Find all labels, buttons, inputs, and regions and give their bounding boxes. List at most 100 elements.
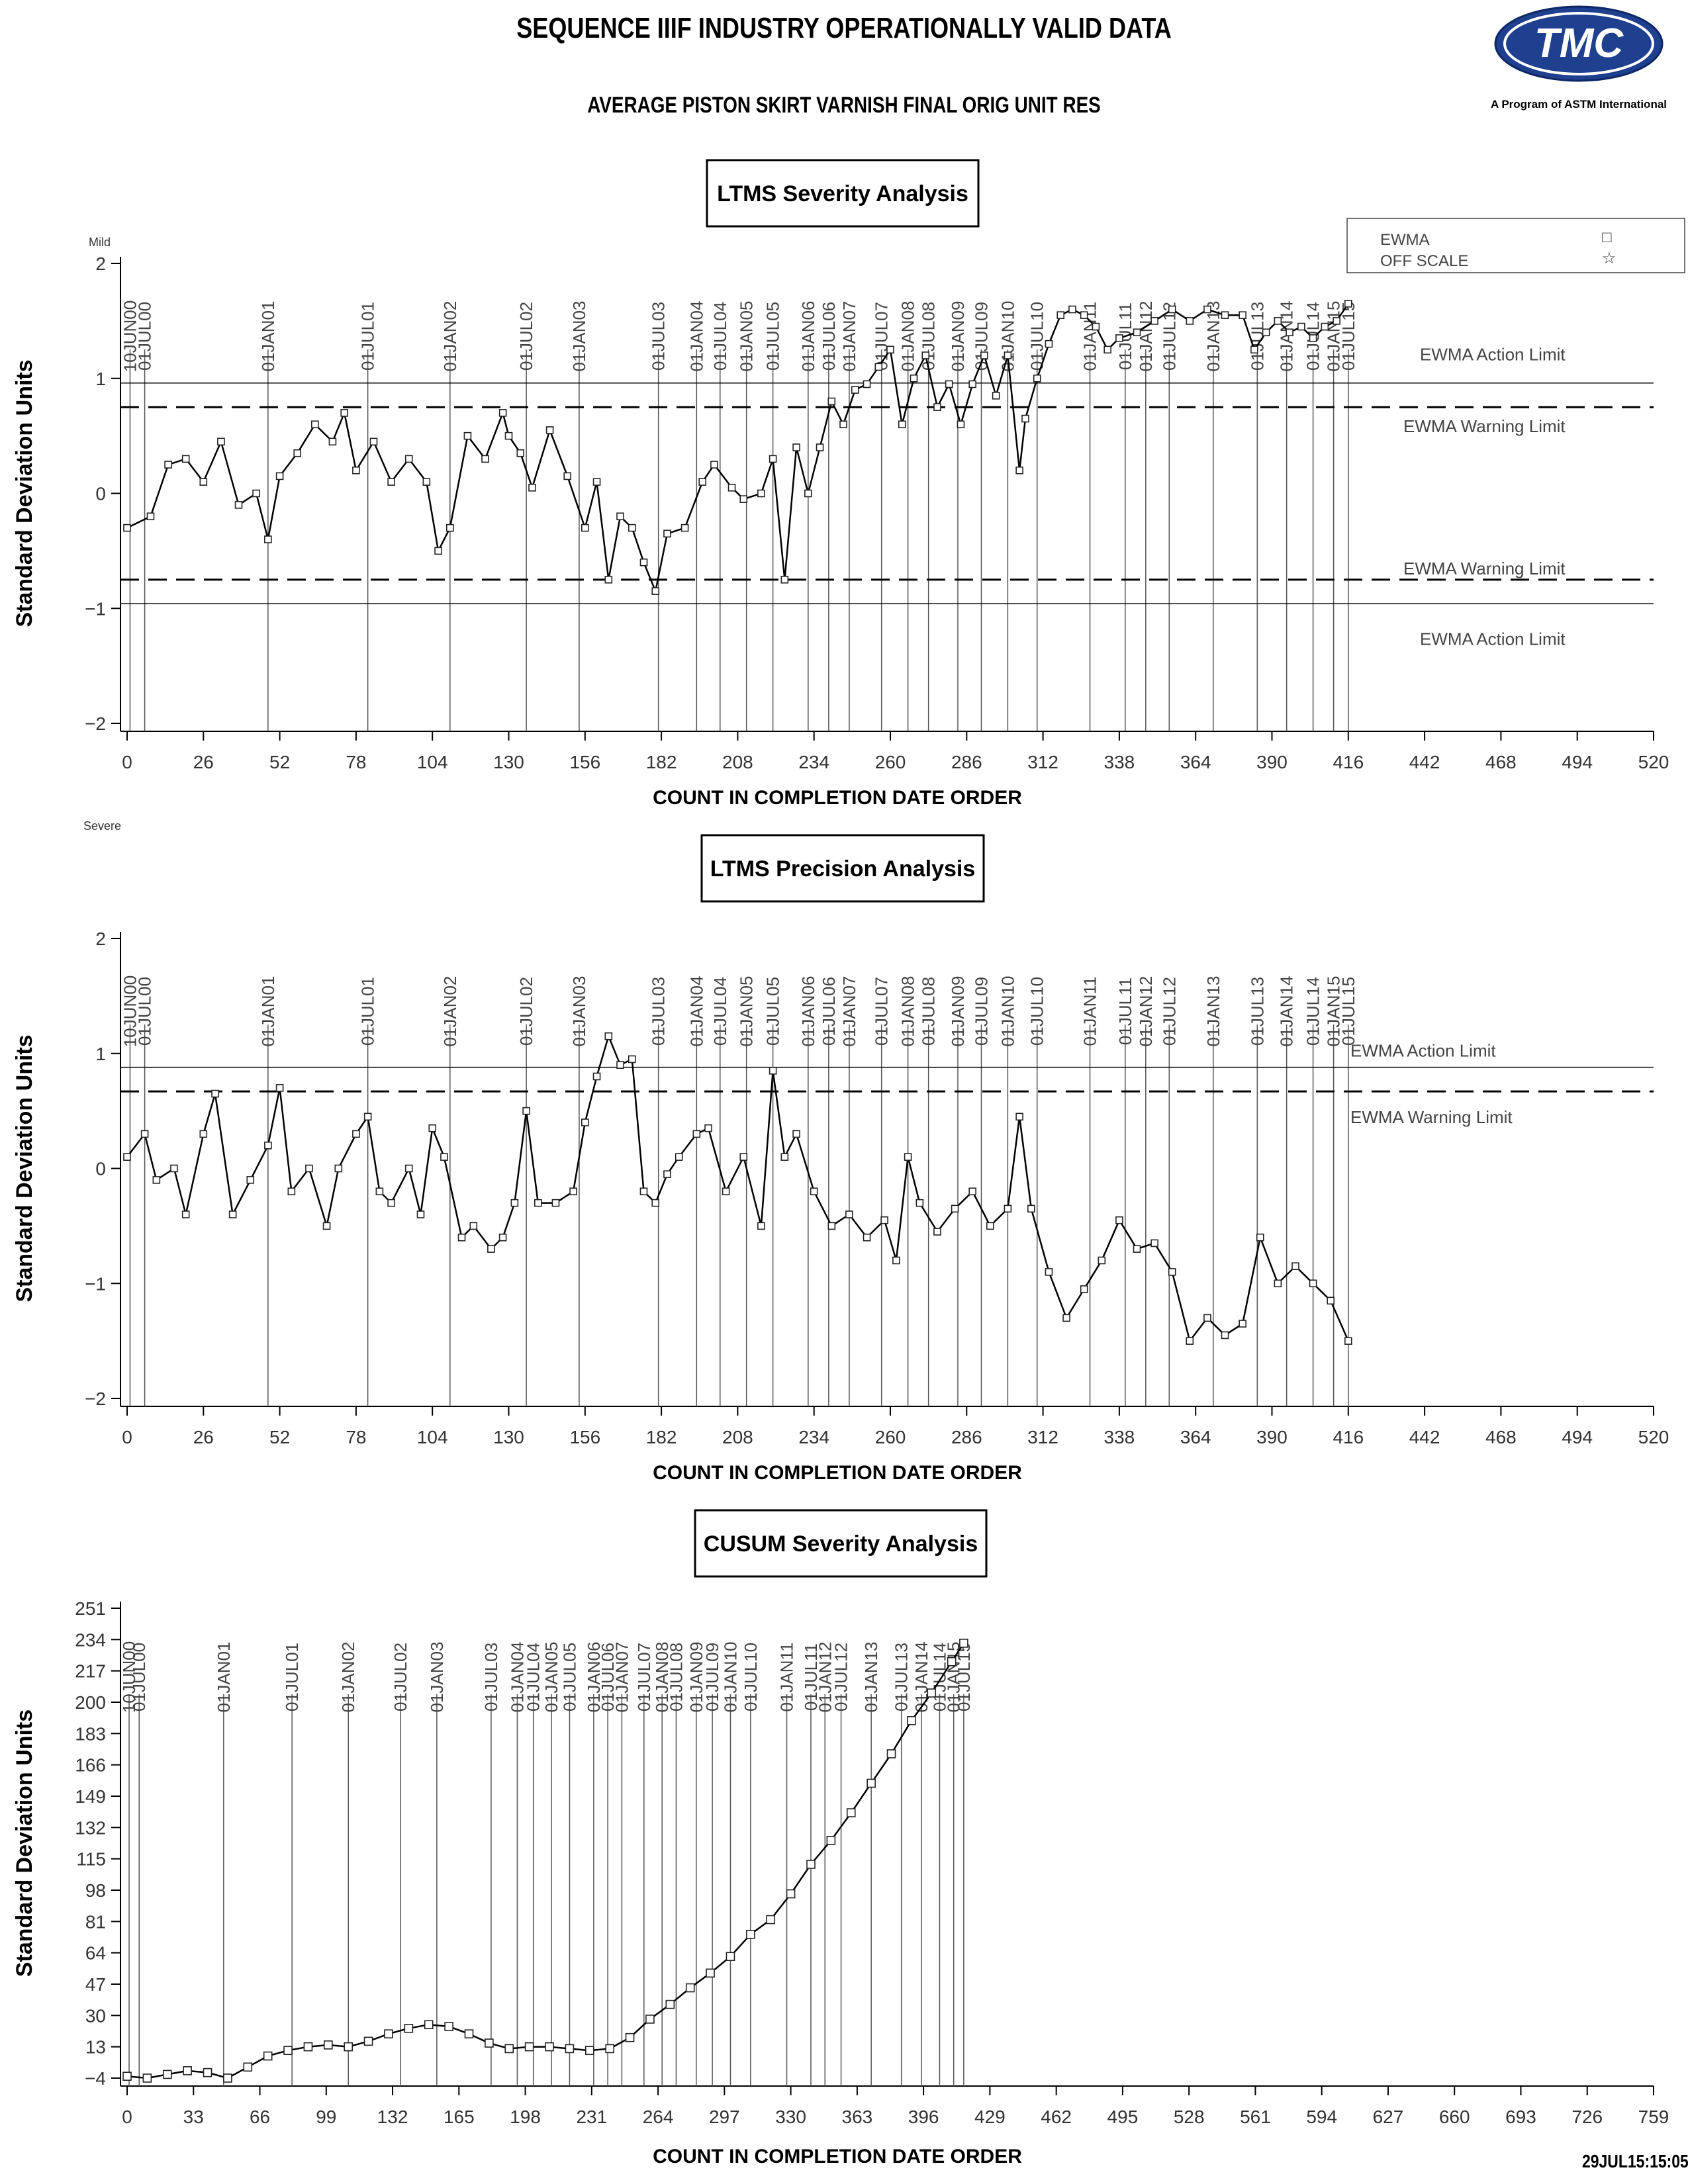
data-point — [1150, 317, 1158, 325]
date-marker-label: 01JAN13 — [1203, 976, 1223, 1047]
data-point — [404, 1164, 413, 1173]
data-point — [569, 1187, 577, 1196]
x-tick-label: 104 — [417, 752, 448, 772]
data-point — [851, 386, 859, 394]
date-marker-label: 01JUL06 — [819, 977, 839, 1046]
x-tick-label: 198 — [510, 2107, 541, 2127]
date-marker-label: 01JUL04 — [710, 977, 730, 1046]
x-tick-label: 627 — [1373, 2107, 1404, 2127]
y-tick-label: 132 — [75, 1817, 106, 1838]
data-point — [628, 1055, 636, 1064]
date-marker-label: 01JAN07 — [839, 976, 859, 1047]
chart-3: CUSUM Severity Analysis 0 33 66 99 132 165 198 2… — [12, 1509, 1669, 2167]
data-point — [1068, 305, 1076, 314]
x-tick-label: 0 — [122, 2107, 132, 2127]
y-tick-label: 200 — [75, 1692, 106, 1713]
date-marker-label: 01JUL00 — [135, 977, 155, 1046]
date-marker-label: 01JUL07 — [634, 1643, 654, 1711]
legend-label: OFF SCALE — [1380, 252, 1468, 270]
x-tick-label: 156 — [569, 1427, 600, 1447]
x-tick-label: 468 — [1485, 752, 1517, 772]
data-point — [1056, 311, 1065, 319]
data-point — [968, 1187, 976, 1196]
date-marker-label: 01JAN11 — [1080, 976, 1100, 1046]
date-marker-label: 01JUL14 — [929, 1643, 949, 1711]
data-point — [722, 1187, 730, 1196]
data-point — [816, 443, 824, 451]
date-marker-label: 01JUL04 — [710, 302, 730, 371]
y-tick-label: 64 — [85, 1943, 106, 1964]
data-point — [293, 449, 302, 457]
date-marker-label: 01JUL15 — [1338, 977, 1358, 1046]
x-tick-label: 99 — [316, 2107, 336, 2127]
legend: EWMA □ OFF SCALE ☆ — [1346, 218, 1685, 273]
date-marker-label: 01JAN14 — [1277, 976, 1297, 1047]
data-point — [1221, 1331, 1229, 1340]
data-point — [1062, 1314, 1070, 1322]
data-point — [263, 2051, 273, 2061]
date-marker-label: 01JUL08 — [666, 1643, 686, 1711]
data-point — [867, 1778, 876, 1788]
data-point — [827, 1222, 836, 1230]
data-point — [384, 2029, 393, 2038]
data-point — [927, 1688, 937, 1698]
data-point — [625, 2032, 635, 2042]
data-point — [616, 1061, 624, 1069]
data-point — [692, 1130, 701, 1138]
data-point — [457, 1233, 466, 1242]
y-axis-label: Standard Deviation Units — [12, 359, 37, 627]
data-point — [287, 1187, 296, 1196]
data-point — [545, 426, 554, 434]
data-point — [1333, 317, 1340, 325]
data-point — [786, 1889, 796, 1899]
chart-title-box — [706, 159, 980, 228]
x-tick-label: 759 — [1638, 2107, 1669, 2127]
x-tick-label: 234 — [798, 752, 829, 772]
date-marker-label: 01JUL03 — [649, 302, 669, 371]
data-point — [1133, 1245, 1141, 1253]
data-point — [1203, 305, 1211, 314]
data-point — [305, 1164, 313, 1173]
data-point — [203, 2068, 212, 2077]
date-marker-label: 01JAN09 — [948, 976, 968, 1047]
x-tick-label: 462 — [1041, 2107, 1072, 2127]
data-point — [863, 1233, 871, 1242]
date-marker-label: 01JAN03 — [427, 1642, 447, 1713]
data-point — [170, 1164, 178, 1173]
date-marker-label: 01JAN05 — [541, 1642, 561, 1713]
data-point — [446, 523, 454, 532]
data-point — [504, 2044, 514, 2054]
limit-label: EWMA Warning Limit — [1350, 1107, 1513, 1127]
legend-symbol: □ — [1602, 228, 1612, 246]
date-marker-label: 01JAN08 — [652, 1642, 672, 1713]
data-point — [880, 1216, 888, 1224]
data-point — [311, 420, 319, 429]
data-point — [1239, 311, 1246, 319]
x-tick-label: 364 — [1180, 1427, 1211, 1447]
x-tick-label: 182 — [646, 1427, 677, 1447]
limit-label: EWMA Warning Limit — [1403, 559, 1566, 578]
data-point — [275, 472, 284, 480]
data-point — [1027, 1205, 1035, 1213]
data-point — [685, 1983, 695, 1993]
data-point — [1045, 1268, 1053, 1276]
date-marker-label: 01JUL01 — [282, 1643, 302, 1711]
date-marker-label: 01JUL03 — [649, 977, 669, 1046]
data-point — [122, 2071, 132, 2081]
severe-note: Severe — [83, 819, 121, 833]
data-point — [992, 392, 1000, 400]
data-point — [604, 1032, 613, 1040]
chart-title: LTMS Severity Analysis — [717, 181, 968, 206]
data-point — [757, 1222, 765, 1230]
date-marker-label: 01JUL11 — [1115, 978, 1135, 1045]
date-marker-label: 01JUL06 — [598, 1643, 618, 1711]
data-point — [639, 558, 648, 567]
data-point — [334, 1164, 343, 1173]
data-point — [839, 420, 847, 429]
date-marker-label: 01JUL11 — [801, 1643, 821, 1711]
data-point — [639, 1187, 648, 1196]
x-axis-label: COUNT IN COMPLETION DATE ORDER — [653, 1462, 1022, 1484]
date-marker-label: 01JAN02 — [440, 301, 460, 372]
date-marker-label: 01JAN02 — [338, 1642, 358, 1713]
data-point — [1004, 1205, 1012, 1213]
